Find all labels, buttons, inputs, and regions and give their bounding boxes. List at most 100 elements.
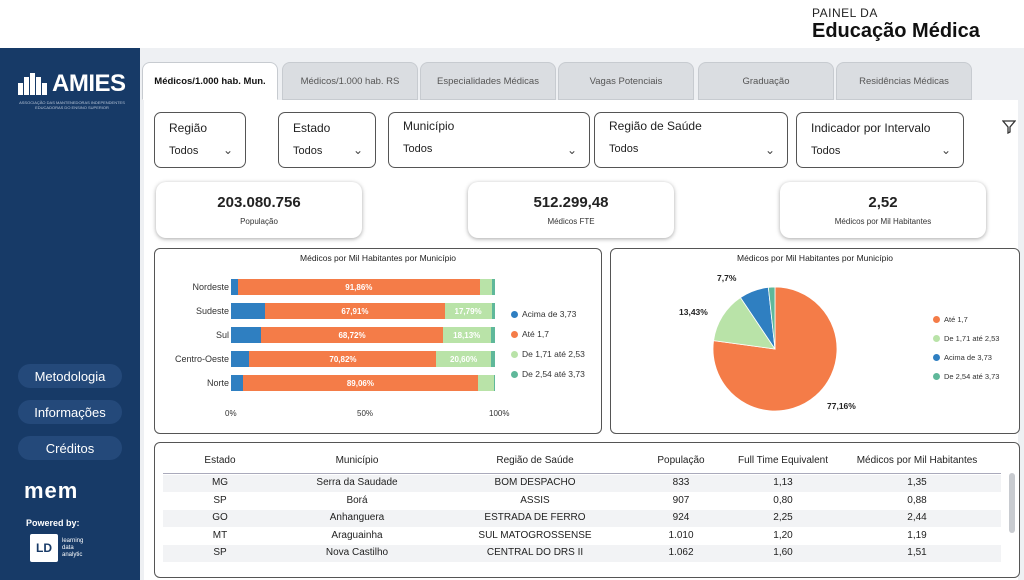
legend-item[interactable]: Até 1,7 bbox=[511, 329, 549, 339]
col-populacao[interactable]: População bbox=[657, 455, 705, 466]
table-cell: 1,20 bbox=[773, 529, 793, 541]
table-row[interactable]: SP Borá ASSIS 907 0,80 0,88 bbox=[163, 493, 1001, 510]
pie-legend-item[interactable]: Até 1,7 bbox=[933, 315, 968, 324]
x-tick-label: 100% bbox=[489, 409, 510, 418]
tab-vagas[interactable]: Vagas Potenciais bbox=[558, 62, 694, 100]
bar-segment[interactable] bbox=[493, 375, 495, 391]
bar-segment[interactable]: 91,86% bbox=[237, 279, 481, 295]
filter-label: Estado bbox=[293, 121, 331, 135]
x-tick-label: 50% bbox=[357, 409, 374, 418]
table-row[interactable]: MG Serra da Saudade BOM DESPACHO 833 1,13 1,3… bbox=[163, 475, 1001, 492]
table-row[interactable]: SP Nova Castilho CENTRAL DO DRS II 1.062 1,6… bbox=[163, 545, 1001, 562]
chevron-down-icon: ⌄ bbox=[222, 143, 233, 157]
bar-segment[interactable] bbox=[480, 279, 492, 295]
pie-legend-item[interactable]: Acima de 3,73 bbox=[933, 353, 992, 362]
regiao-saude-filter[interactable]: Região de Saúde Todos ⌄ bbox=[594, 112, 788, 168]
pie-data-label: 77,16% bbox=[827, 401, 856, 411]
pie-data-label: 13,43% bbox=[679, 307, 708, 317]
bar-category-label: Norte bbox=[206, 378, 229, 388]
informacoes-button[interactable]: Informações bbox=[18, 400, 122, 424]
table-cell: 2,25 bbox=[773, 512, 793, 523]
kpi-populacao: 203.080.756 População bbox=[156, 182, 362, 238]
bar-segment[interactable] bbox=[477, 375, 494, 391]
col-medicos-mil-hab[interactable]: Médicos por Mil Habitantes bbox=[856, 455, 978, 466]
bar-segment[interactable]: 68,72% bbox=[261, 327, 443, 343]
table-row[interactable]: GO Anhanguera ESTRADA DE FERRO 924 2,25 2,44 bbox=[163, 510, 1001, 527]
bar-data-label: 70,82% bbox=[329, 354, 357, 364]
bar-chart-title: Médicos por Mil Habitantes por Município bbox=[300, 253, 456, 263]
bar-data-label: 91,86% bbox=[345, 282, 373, 292]
pie-slice[interactable] bbox=[767, 286, 776, 350]
legend-item[interactable]: De 2,54 até 3,73 bbox=[511, 369, 585, 379]
municipio-filter[interactable]: Município Todos ⌄ bbox=[388, 112, 590, 168]
kpi-value: 2,52 bbox=[868, 194, 898, 211]
col-regiao-saude[interactable]: Região de Saúde bbox=[496, 455, 574, 466]
table-cell: 833 bbox=[672, 477, 690, 488]
tab-graduacao[interactable]: Graduação bbox=[698, 62, 834, 100]
filter-label: Região bbox=[169, 121, 208, 135]
bar-segment[interactable] bbox=[231, 327, 262, 343]
legend-label: Até 1,7 bbox=[944, 315, 968, 324]
table-row[interactable]: MT Araguainha SUL MATOGROSSENSE 1.010 1,20 1,… bbox=[163, 528, 1001, 545]
indicador-filter[interactable]: Indicador por Intervalo Todos ⌄ bbox=[796, 112, 964, 168]
filter-value: Todos bbox=[293, 145, 323, 157]
pie-chart-card: Médicos por Mil Habitantes por Município… bbox=[610, 248, 1020, 434]
ld-logo: LD bbox=[30, 534, 58, 562]
bar-segment[interactable]: 67,91% bbox=[265, 303, 445, 319]
creditos-button[interactable]: Créditos bbox=[18, 436, 122, 460]
tab-bar: Médicos/1.000 hab. Mun. Médicos/1.000 ha… bbox=[140, 62, 1024, 100]
bar-segment[interactable]: 17,79% bbox=[444, 303, 492, 319]
bar-segment[interactable] bbox=[490, 327, 495, 343]
chevron-down-icon: ⌄ bbox=[764, 143, 775, 157]
tab-medicos-rs[interactable]: Médicos/1.000 hab. RS bbox=[282, 62, 418, 100]
kpi-caption: População bbox=[240, 217, 278, 226]
bar-segment[interactable]: 20,60% bbox=[436, 351, 491, 367]
content-panel: Região Todos ⌄ Estado Todos ⌄ Município … bbox=[144, 100, 1020, 580]
bar-segment[interactable] bbox=[231, 375, 243, 391]
scrollbar-thumb[interactable] bbox=[1009, 473, 1015, 533]
bar-segment[interactable] bbox=[231, 279, 238, 295]
col-municipio[interactable]: Município bbox=[335, 455, 379, 466]
legend-item[interactable]: Acima de 3,73 bbox=[511, 309, 576, 319]
kpi-value: 203.080.756 bbox=[217, 194, 301, 211]
bar-segment[interactable]: 18,13% bbox=[442, 327, 491, 343]
col-fte[interactable]: Full Time Equivalent bbox=[737, 455, 829, 466]
filter-label: Região de Saúde bbox=[609, 119, 702, 133]
tab-especialidades[interactable]: Especialidades Médicas bbox=[420, 62, 556, 100]
legend-label: Acima de 3,73 bbox=[944, 353, 992, 362]
brand-title: Educação Médica bbox=[812, 20, 980, 42]
kpi-medicos-fte: 512.299,48 Médicos FTE bbox=[468, 182, 674, 238]
bar-category-label: Sul bbox=[215, 330, 229, 340]
regiao-filter[interactable]: Região Todos ⌄ bbox=[154, 112, 246, 168]
mem-logo: mem bbox=[24, 478, 79, 503]
bar-segment[interactable] bbox=[231, 351, 250, 367]
bar-chart-card: Médicos por Mil Habitantes por Município… bbox=[154, 248, 602, 434]
chevron-down-icon: ⌄ bbox=[352, 143, 363, 157]
legend-dot-icon bbox=[933, 316, 940, 323]
bar-segment[interactable] bbox=[491, 303, 495, 319]
tab-residencias[interactable]: Residências Médicas bbox=[836, 62, 972, 100]
legend-label: De 1,71 até 2,53 bbox=[522, 349, 585, 359]
bar-segment[interactable]: 89,06% bbox=[242, 375, 478, 391]
metodologia-button[interactable]: Metodologia bbox=[18, 364, 122, 388]
table-cell: Borá bbox=[346, 494, 368, 506]
filter-eraser-icon[interactable] bbox=[1001, 120, 1017, 137]
pie-chart bbox=[712, 286, 838, 412]
bar-segment[interactable]: 70,82% bbox=[249, 351, 437, 367]
bar-segment[interactable] bbox=[490, 351, 495, 367]
estado-filter[interactable]: Estado Todos ⌄ bbox=[278, 112, 376, 168]
bar-segment[interactable] bbox=[491, 279, 495, 295]
table-cell: 1,19 bbox=[907, 529, 927, 541]
col-estado[interactable]: Estado bbox=[204, 455, 236, 466]
pie-chart-title: Médicos por Mil Habitantes por Município bbox=[737, 253, 893, 263]
filter-value: Todos bbox=[169, 145, 199, 157]
legend-item[interactable]: De 1,71 até 2,53 bbox=[511, 349, 585, 359]
legend-dot-icon bbox=[933, 373, 940, 380]
pie-legend-item[interactable]: De 1,71 até 2,53 bbox=[933, 334, 999, 343]
legend-dot-icon bbox=[933, 354, 940, 361]
table-scrollbar[interactable] bbox=[1007, 473, 1017, 573]
pie-legend-item[interactable]: De 2,54 até 3,73 bbox=[933, 372, 999, 381]
table-cell: ASSIS bbox=[520, 494, 550, 506]
tab-medicos-mun[interactable]: Médicos/1.000 hab. Mun. bbox=[142, 62, 278, 100]
bar-segment[interactable] bbox=[231, 303, 266, 319]
